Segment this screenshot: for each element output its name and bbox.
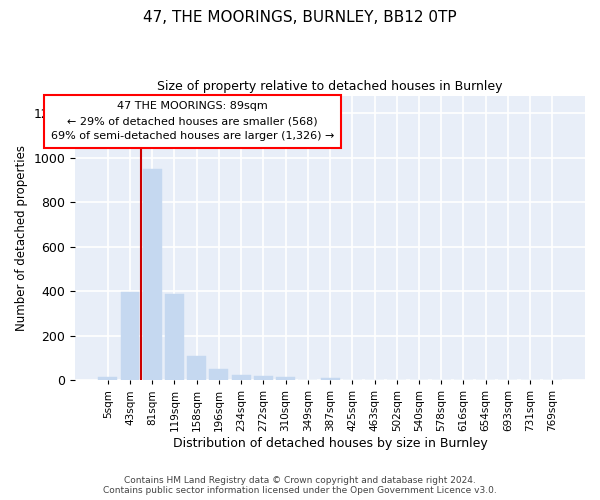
Bar bbox=[121, 292, 139, 380]
Y-axis label: Number of detached properties: Number of detached properties bbox=[15, 145, 28, 331]
Bar bbox=[98, 377, 117, 380]
Bar bbox=[254, 376, 273, 380]
Bar bbox=[209, 368, 229, 380]
Bar bbox=[320, 378, 340, 380]
Bar bbox=[143, 169, 161, 380]
Bar bbox=[276, 378, 295, 380]
Bar bbox=[232, 374, 251, 380]
Title: Size of property relative to detached houses in Burnley: Size of property relative to detached ho… bbox=[157, 80, 503, 93]
Bar bbox=[187, 356, 206, 380]
X-axis label: Distribution of detached houses by size in Burnley: Distribution of detached houses by size … bbox=[173, 437, 487, 450]
Bar bbox=[165, 294, 184, 380]
Text: Contains HM Land Registry data © Crown copyright and database right 2024.
Contai: Contains HM Land Registry data © Crown c… bbox=[103, 476, 497, 495]
Text: 47, THE MOORINGS, BURNLEY, BB12 0TP: 47, THE MOORINGS, BURNLEY, BB12 0TP bbox=[143, 10, 457, 25]
Text: 47 THE MOORINGS: 89sqm
← 29% of detached houses are smaller (568)
69% of semi-de: 47 THE MOORINGS: 89sqm ← 29% of detached… bbox=[50, 102, 334, 141]
